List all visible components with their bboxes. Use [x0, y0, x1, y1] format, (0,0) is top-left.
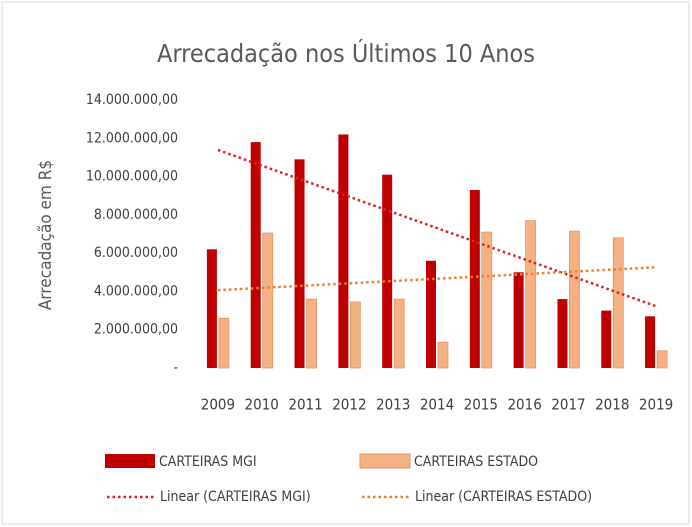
- legend-label: CARTEIRAS MGI: [159, 454, 257, 470]
- y-tick-label: 2.000.000,00: [94, 322, 178, 338]
- legend-label: Linear (CARTEIRAS ESTADO): [415, 489, 592, 505]
- bar: [469, 189, 480, 368]
- y-tick-label: -: [173, 360, 178, 376]
- bar: [525, 220, 537, 369]
- bar: [437, 341, 449, 369]
- y-tick-label: 14.000.000,00: [86, 92, 178, 108]
- x-tick-label: 2009: [201, 396, 235, 414]
- bar: [656, 350, 668, 369]
- y-tick-label: 10.000.000,00: [86, 169, 178, 185]
- x-tick-label: 2011: [288, 396, 322, 414]
- bar: [569, 230, 580, 369]
- x-tick-label: 2014: [420, 396, 454, 414]
- x-tick-label: 2017: [551, 396, 585, 414]
- bar: [294, 159, 305, 368]
- bar: [513, 272, 524, 368]
- y-axis-title: Arrecadação em R$: [36, 160, 56, 310]
- x-tick-label: 2018: [595, 396, 629, 414]
- legend-label: CARTEIRAS ESTADO: [414, 454, 538, 470]
- x-tick-label: 2013: [376, 396, 410, 414]
- x-tick-label: 2019: [639, 396, 673, 414]
- bar: [645, 316, 656, 368]
- bar: [250, 142, 261, 368]
- x-tick-label: 2016: [507, 396, 541, 414]
- bar: [338, 134, 349, 368]
- trendline: [217, 148, 657, 308]
- bar: [612, 237, 624, 369]
- y-tick-label: 4.000.000,00: [94, 283, 178, 299]
- bar: [557, 299, 568, 368]
- y-tick-label: 8.000.000,00: [94, 207, 178, 223]
- bar: [262, 232, 274, 369]
- x-tick-label: 2010: [245, 396, 279, 414]
- bar: [393, 298, 405, 369]
- trendline: [217, 266, 657, 292]
- bar: [426, 260, 436, 368]
- x-tick-label: 2015: [464, 396, 498, 414]
- x-tick-label: 2012: [332, 396, 366, 414]
- legend-label: Linear (CARTEIRAS MGI): [160, 489, 311, 505]
- bar: [349, 301, 361, 369]
- legend-swatch: [105, 454, 155, 468]
- bar: [601, 310, 612, 368]
- y-tick-label: 6.000.000,00: [94, 245, 178, 261]
- chart-title: Arrecadação nos Últimos 10 Anos: [157, 38, 535, 68]
- bar: [481, 231, 493, 369]
- bar: [382, 174, 393, 368]
- legend-swatch: [359, 453, 411, 469]
- y-tick-label: 12.000.000,00: [86, 130, 178, 146]
- bar: [306, 298, 317, 369]
- bar: [206, 249, 217, 368]
- bar: [218, 317, 230, 369]
